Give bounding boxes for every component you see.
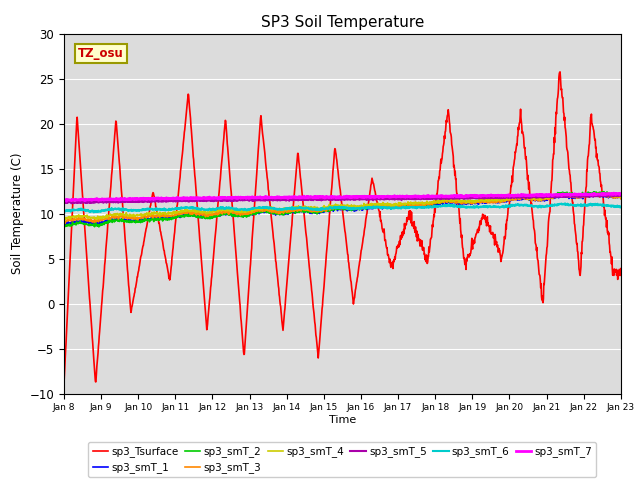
sp3_smT_5 [246,197,254,203]
sp3_Tsurface [170,232,178,238]
sp3_smT_4 [184,207,192,213]
sp3_smT_3 [171,212,179,218]
sp3_smT_3 [502,197,509,203]
sp3_smT_2 [502,196,509,202]
sp3_smT_5 [60,200,68,206]
sp3_smT_6 [90,209,98,215]
sp3_Tsurface [556,69,564,75]
sp3_smT_4 [246,207,254,213]
sp3_smT_7 [246,195,254,201]
sp3_smT_2 [95,224,102,230]
Line: sp3_smT_5: sp3_smT_5 [64,195,621,204]
sp3_smT_1 [171,215,179,220]
sp3_smT_7 [63,198,70,204]
sp3_smT_6 [502,202,509,208]
sp3_smT_6 [60,208,68,214]
sp3_Tsurface [617,266,625,272]
sp3_smT_1 [60,220,68,226]
X-axis label: Time: Time [329,415,356,425]
sp3_smT_6 [246,206,254,212]
sp3_smT_3 [429,200,437,206]
sp3_smT_4 [502,196,509,202]
sp3_smT_4 [617,193,625,199]
sp3_smT_7 [551,192,559,197]
sp3_smT_6 [561,201,569,206]
sp3_smT_5 [614,192,622,198]
sp3_smT_2 [60,224,68,229]
sp3_smT_3 [184,210,192,216]
sp3_smT_2 [617,192,625,197]
Text: TZ_osu: TZ_osu [78,47,124,60]
sp3_smT_3 [551,194,559,200]
sp3_smT_5 [171,198,179,204]
Line: sp3_smT_3: sp3_smT_3 [64,194,621,223]
sp3_smT_3 [598,191,605,197]
sp3_smT_1 [429,201,437,206]
sp3_smT_6 [184,205,192,211]
sp3_smT_5 [551,194,559,200]
sp3_smT_5 [429,196,437,202]
Line: sp3_smT_2: sp3_smT_2 [64,192,621,227]
sp3_Tsurface [246,265,254,271]
sp3_smT_3 [60,219,68,225]
sp3_Tsurface [502,232,509,238]
sp3_smT_6 [617,204,625,210]
Y-axis label: Soil Temperature (C): Soil Temperature (C) [11,153,24,275]
sp3_Tsurface [184,95,191,101]
sp3_smT_7 [610,190,618,196]
sp3_smT_3 [617,196,625,202]
Line: sp3_smT_6: sp3_smT_6 [64,204,621,212]
sp3_smT_1 [184,213,192,218]
sp3_smT_4 [429,198,437,204]
sp3_smT_5 [184,198,192,204]
sp3_smT_1 [62,222,70,228]
sp3_smT_1 [246,211,254,216]
sp3_smT_1 [502,198,509,204]
sp3_smT_1 [596,192,604,197]
sp3_smT_7 [617,191,625,197]
sp3_Tsurface [551,140,559,145]
sp3_smT_1 [551,195,559,201]
sp3_smT_2 [184,214,192,219]
sp3_smT_2 [171,214,179,220]
sp3_smT_2 [429,200,437,206]
sp3_smT_5 [617,192,625,198]
Line: sp3_Tsurface: sp3_Tsurface [64,72,621,384]
sp3_smT_7 [429,193,437,199]
sp3_smT_6 [429,204,437,210]
sp3_smT_2 [551,192,559,198]
Line: sp3_smT_7: sp3_smT_7 [64,193,621,201]
sp3_smT_5 [61,201,68,206]
sp3_smT_4 [605,190,612,196]
sp3_smT_3 [61,220,68,226]
Line: sp3_smT_4: sp3_smT_4 [64,193,621,220]
sp3_smT_4 [551,193,559,199]
sp3_smT_7 [60,197,68,203]
sp3_smT_6 [171,206,179,212]
Line: sp3_smT_1: sp3_smT_1 [64,194,621,225]
sp3_Tsurface [60,381,68,386]
sp3_smT_7 [502,192,509,198]
sp3_smT_4 [171,210,179,216]
Title: SP3 Soil Temperature: SP3 Soil Temperature [260,15,424,30]
sp3_smT_1 [617,195,625,201]
Legend: sp3_Tsurface, sp3_smT_1, sp3_smT_2, sp3_smT_3, sp3_smT_4, sp3_smT_5, sp3_smT_6, : sp3_Tsurface, sp3_smT_1, sp3_smT_2, sp3_… [88,442,596,478]
sp3_smT_6 [551,202,559,207]
sp3_smT_5 [502,195,509,201]
sp3_smT_4 [61,217,69,223]
sp3_Tsurface [429,224,436,230]
sp3_smT_3 [246,210,254,216]
sp3_smT_2 [598,189,606,194]
sp3_smT_7 [171,195,179,201]
sp3_smT_2 [246,211,254,217]
sp3_smT_7 [184,195,192,201]
sp3_smT_4 [60,215,68,220]
